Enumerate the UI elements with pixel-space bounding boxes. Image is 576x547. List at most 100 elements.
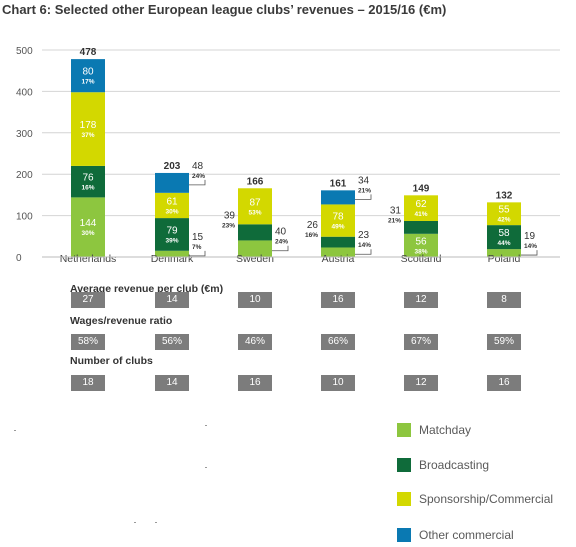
segment-value-label: 23 xyxy=(358,230,370,241)
segment-value-label: 56 xyxy=(415,236,427,247)
x-category-label: Denmark xyxy=(151,253,194,265)
segment-percent-label: 14% xyxy=(358,242,371,249)
bar-segment xyxy=(155,172,189,193)
table-cell: 66% xyxy=(321,334,355,350)
y-tick-label: 100 xyxy=(16,212,33,223)
artifact-dot xyxy=(205,467,207,468)
segment-percent-label: 16% xyxy=(81,185,94,192)
artifact-dot xyxy=(205,425,207,426)
segment-value-label: 178 xyxy=(80,120,97,131)
segment-percent-label: 14% xyxy=(524,243,537,250)
chart-title: Chart 6: Selected other European league … xyxy=(2,2,447,17)
legend-swatch xyxy=(397,423,411,437)
artifact-dot xyxy=(155,522,157,523)
table-cell: 12 xyxy=(404,292,438,308)
y-tick-label: 400 xyxy=(16,87,33,98)
segment-percent-label: 38% xyxy=(414,248,427,255)
segment-value-label: 19 xyxy=(524,231,536,242)
table-cell: 10 xyxy=(321,375,355,391)
stacked-bar-chart: 010020030040050014430%7616%17837%8017%47… xyxy=(16,46,560,265)
y-tick-label: 500 xyxy=(16,46,33,57)
table-cell: 14 xyxy=(155,292,189,308)
y-tick-label: 300 xyxy=(16,129,33,140)
table-cell: 46% xyxy=(238,334,272,350)
x-category-label: Austria xyxy=(322,253,355,265)
legend-swatch xyxy=(397,458,411,472)
bar-segment xyxy=(155,218,189,251)
segment-percent-label: 44% xyxy=(497,240,510,247)
segment-percent-label: 17% xyxy=(81,79,94,86)
bar-total-label: 166 xyxy=(247,176,264,187)
bar-segment xyxy=(487,249,521,257)
table-cell: 58% xyxy=(71,334,105,350)
y-tick-label: 0 xyxy=(16,253,22,264)
legend-label: Matchday xyxy=(419,423,472,437)
bar-segment xyxy=(404,233,438,257)
table-cell: 56% xyxy=(155,334,189,350)
leader-line xyxy=(521,250,538,256)
bar-segment xyxy=(155,192,189,219)
segment-value-label: 79 xyxy=(166,225,178,236)
segment-value-label: 39 xyxy=(224,210,236,221)
segment-percent-label: 16% xyxy=(305,232,318,239)
x-category-label: Scotland xyxy=(401,253,442,265)
bar-segment xyxy=(238,188,272,225)
table-cell: 16 xyxy=(238,375,272,391)
x-category-label: Netherlands xyxy=(60,253,117,265)
segment-percent-label: 24% xyxy=(192,173,205,180)
segment-percent-label: 21% xyxy=(358,187,371,194)
segment-percent-label: 21% xyxy=(388,217,401,224)
segment-value-label: 76 xyxy=(82,173,94,184)
segment-value-label: 62 xyxy=(415,199,427,210)
bar-segment xyxy=(487,202,521,226)
bar-total-label: 161 xyxy=(330,178,347,189)
bar-total-label: 478 xyxy=(80,47,97,58)
segment-percent-label: 24% xyxy=(275,239,288,246)
bar-segment xyxy=(404,195,438,221)
bar-total-label: 132 xyxy=(496,190,513,201)
table-cell: 27 xyxy=(71,292,105,308)
table-label: Number of clubs xyxy=(70,355,153,367)
segment-value-label: 48 xyxy=(192,161,204,172)
bar-segment xyxy=(487,225,521,250)
x-category-label: Sweden xyxy=(236,253,274,265)
leader-line xyxy=(189,250,206,257)
legend-swatch xyxy=(397,528,411,542)
bar-segment xyxy=(238,240,272,257)
bar-segment xyxy=(321,236,355,248)
segment-percent-label: 39% xyxy=(165,237,178,244)
segment-value-label: 87 xyxy=(249,197,261,208)
table-label: Wages/revenue ratio xyxy=(70,315,173,327)
segment-value-label: 80 xyxy=(82,67,94,78)
segment-value-label: 26 xyxy=(307,220,319,231)
segment-percent-label: 23% xyxy=(222,222,235,229)
bar-total-label: 149 xyxy=(413,183,430,194)
segment-percent-label: 49% xyxy=(331,224,344,231)
legend-label: Sponsorship/Commercial xyxy=(419,492,554,506)
table-cell: 10 xyxy=(238,292,272,308)
leader-line xyxy=(355,249,372,255)
segment-value-label: 34 xyxy=(358,175,370,186)
leader-line xyxy=(272,245,289,252)
bar-segment xyxy=(321,190,355,205)
bar-segment xyxy=(321,204,355,237)
segment-percent-label: 37% xyxy=(81,132,94,139)
segment-value-label: 78 xyxy=(332,212,344,223)
y-tick-label: 200 xyxy=(16,170,33,181)
segment-value-label: 15 xyxy=(192,232,204,243)
table-cell: 67% xyxy=(404,334,438,350)
segment-value-label: 40 xyxy=(275,227,287,238)
artifact-dot xyxy=(134,522,136,523)
table-cell: 59% xyxy=(487,334,521,350)
artifact-dot xyxy=(14,430,16,431)
segment-percent-label: 30% xyxy=(165,208,178,215)
segment-value-label: 58 xyxy=(498,228,510,239)
table-cell: 14 xyxy=(155,375,189,391)
bar-segment xyxy=(71,165,105,198)
segment-percent-label: 53% xyxy=(248,209,261,216)
bar-segment xyxy=(238,224,272,241)
x-category-label: Poland xyxy=(488,253,521,265)
bar-segment xyxy=(71,197,105,257)
table-cell: 16 xyxy=(321,292,355,308)
bar-segment xyxy=(404,220,438,234)
